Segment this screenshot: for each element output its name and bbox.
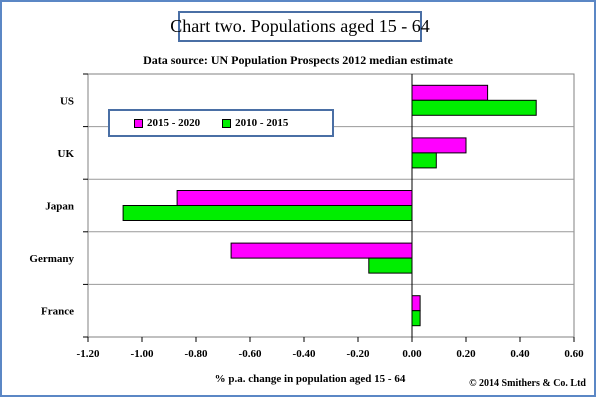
- x-tick-label: -0.20: [347, 348, 370, 360]
- legend-item-2015-2020: 2015 - 2020: [134, 117, 200, 129]
- bar: [411, 152, 437, 169]
- x-axis-label: % p.a. change in population aged 15 - 64: [214, 373, 406, 385]
- bar: [122, 205, 413, 221]
- x-tick-label: 0.40: [510, 348, 530, 360]
- x-tick-label: 0.20: [456, 348, 476, 360]
- y-tick-label: France: [41, 306, 74, 318]
- legend-label-2015-2020: 2015 - 2020: [147, 117, 201, 129]
- legend-swatch-2015-2020: [134, 118, 143, 128]
- bar: [411, 84, 489, 101]
- y-tick-label: Germany: [29, 253, 74, 265]
- bar: [411, 137, 467, 154]
- y-tick-label: Japan: [45, 201, 74, 213]
- plot-area: [87, 73, 575, 338]
- legend-swatch-2010-2015: [222, 118, 232, 128]
- legend-item-2010-2015: 2010 - 2015: [222, 117, 288, 129]
- x-tick-label: -1.00: [131, 348, 154, 360]
- chart-title-box: Chart two. Populations aged 15 - 64: [170, 11, 430, 42]
- y-tick-label: US: [60, 95, 74, 107]
- bar: [411, 99, 537, 116]
- chart-title: Chart two. Populations aged 15 - 64: [170, 16, 430, 36]
- x-tick-label: 0.00: [402, 348, 422, 360]
- y-tick-label: UK: [58, 148, 75, 160]
- x-tick-label: 0.60: [564, 348, 584, 360]
- x-tick-label: -0.60: [239, 348, 262, 360]
- chart-subtitle: Data source: UN Population Prospects 201…: [143, 53, 453, 67]
- x-tick-label: -0.80: [185, 348, 208, 360]
- bar: [411, 310, 421, 327]
- chart-legend: 2015 - 2020 2010 - 2015: [108, 109, 334, 137]
- bar: [230, 242, 413, 259]
- legend-label-2010-2015: 2010 - 2015: [235, 117, 289, 129]
- bar: [411, 295, 421, 312]
- bar: [368, 257, 413, 274]
- x-tick-label: -1.20: [77, 348, 100, 360]
- x-tick-label: -0.40: [293, 348, 316, 360]
- bar: [176, 190, 413, 206]
- copyright-text: © 2014 Smithers & Co. Ltd: [469, 378, 586, 389]
